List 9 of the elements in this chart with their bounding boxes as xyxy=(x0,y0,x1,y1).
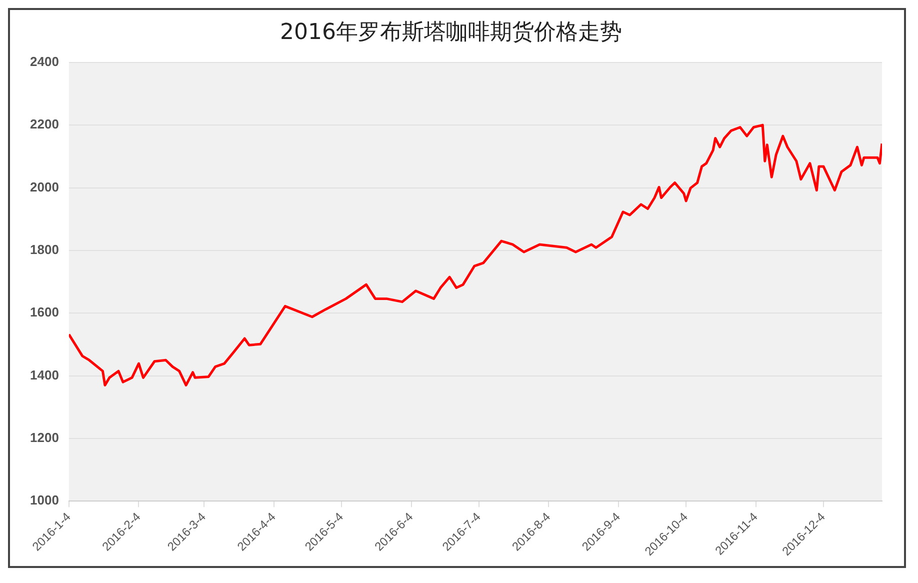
y-tick-label: 1800 xyxy=(30,242,59,258)
y-tick-label: 1400 xyxy=(30,367,59,382)
y-tick-label: 1000 xyxy=(30,492,59,508)
y-tick-label: 2000 xyxy=(30,179,59,194)
y-tick-label: 1200 xyxy=(30,430,59,446)
chart-title: 2016年罗布斯塔咖啡期货价格走势 xyxy=(280,20,622,45)
y-tick-label: 2200 xyxy=(30,116,59,132)
y-tick-label: 1600 xyxy=(30,304,59,320)
y-tick-label: 2400 xyxy=(30,54,59,69)
